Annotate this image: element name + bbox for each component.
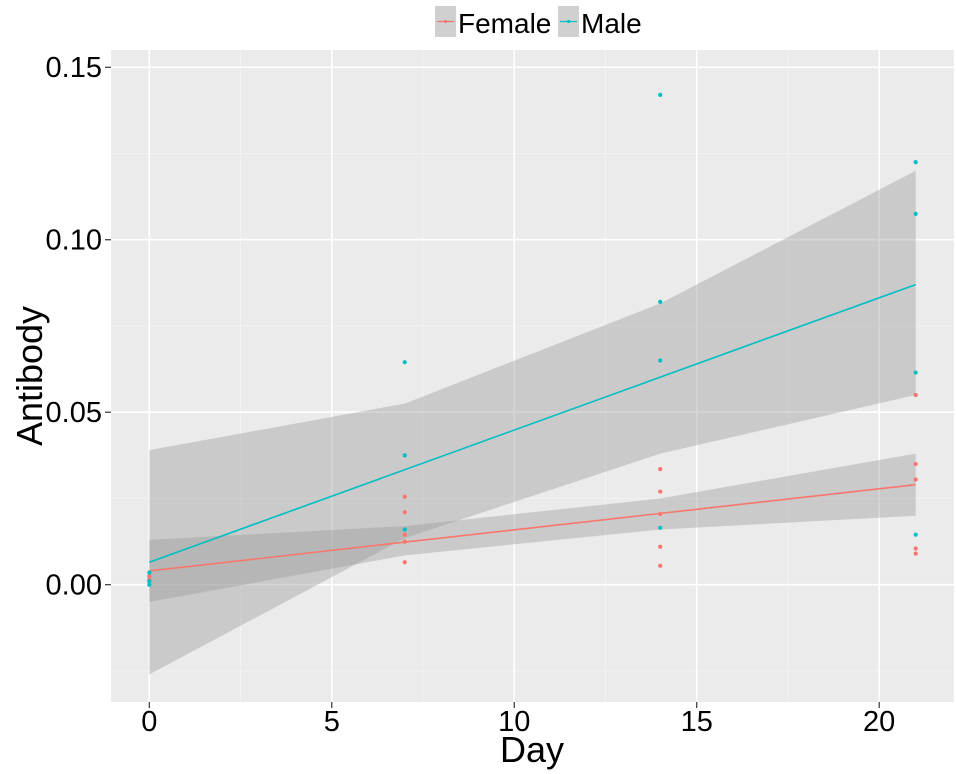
- data-point-male: [658, 299, 663, 304]
- data-point-male: [913, 160, 918, 165]
- legend-item-male: Male: [558, 6, 642, 39]
- y-axis-title: Antibody: [9, 306, 50, 446]
- x-tick-label: 15: [681, 706, 713, 738]
- data-point-female: [658, 467, 663, 472]
- legend: Female Male: [435, 6, 642, 39]
- data-point-male: [147, 570, 152, 575]
- data-point-female: [147, 573, 152, 579]
- confidence-band-male: [149, 170, 916, 675]
- data-point-male: [913, 211, 918, 216]
- data-point-female: [913, 461, 918, 467]
- data-point-female: [913, 551, 918, 556]
- fit-lines: [149, 283, 916, 572]
- x-tick-label: 20: [863, 706, 895, 738]
- data-point-female: [913, 392, 918, 398]
- data-point-female: [913, 477, 918, 482]
- grid: [111, 50, 954, 702]
- legend-item-female: Female: [435, 6, 551, 39]
- data-point-female: [402, 510, 407, 515]
- data-point-male: [402, 360, 407, 365]
- x-tick-label: 10: [498, 706, 530, 738]
- y-tick-label: 0.15: [46, 52, 102, 84]
- data-point-male: [147, 579, 152, 584]
- panel-background: [111, 50, 954, 702]
- legend-dot-male: [566, 19, 571, 24]
- data-point-female: [402, 539, 407, 544]
- data-point-female: [913, 546, 918, 551]
- data-point-male: [913, 370, 918, 375]
- data-point-female: [402, 532, 407, 537]
- y-tick-label: 0.10: [46, 225, 102, 257]
- axes: 0 5 10 15 20 0.00 0.05 0.10 0.15: [46, 52, 896, 738]
- data-point-male: [658, 525, 663, 530]
- data-point-male: [913, 532, 918, 537]
- data-point-female: [658, 489, 663, 494]
- data-point-female: [402, 494, 407, 499]
- data-point-male: [147, 582, 152, 587]
- data-point-male: [658, 358, 663, 363]
- data-point-male: [658, 92, 663, 97]
- data-point-female: [658, 511, 663, 517]
- data-point-female: [402, 560, 407, 565]
- fit-line-male: [149, 283, 916, 564]
- x-tick-label: 0: [141, 706, 157, 738]
- x-tick-label: 5: [324, 706, 340, 738]
- legend-label-female: Female: [458, 8, 551, 39]
- legend-label-male: Male: [581, 8, 642, 39]
- x-axis-title: Day: [500, 729, 564, 770]
- data-point-female: [658, 563, 663, 568]
- y-tick-label: 0.00: [46, 570, 102, 602]
- data-point-male: [402, 453, 407, 458]
- data-point-male: [402, 527, 407, 532]
- y-tick-label: 0.05: [46, 397, 102, 429]
- legend-dot-female: [443, 19, 448, 24]
- data-points: [147, 92, 918, 587]
- fit-line-female: [149, 483, 916, 572]
- data-point-female: [658, 544, 663, 549]
